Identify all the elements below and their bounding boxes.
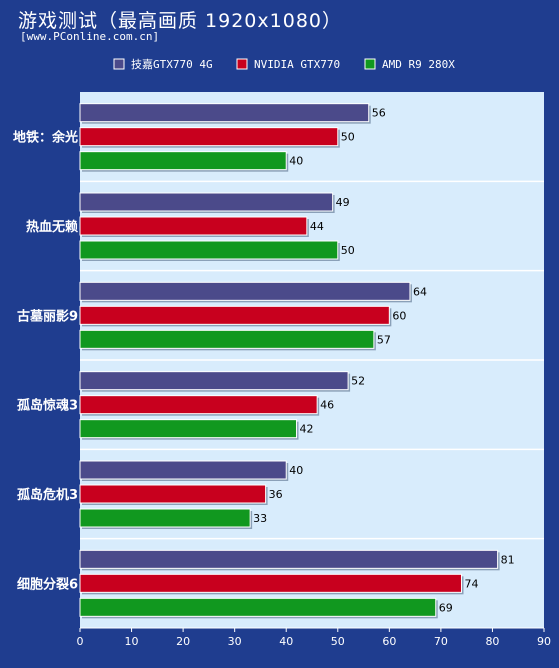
x-tick-label: 90 (537, 635, 551, 648)
bar (79, 127, 339, 147)
value-label: 60 (392, 309, 406, 322)
x-tick-label: 70 (434, 635, 448, 648)
x-axis: 0 10 20 30 40 50 60 70 80 90 (77, 627, 551, 648)
bar (79, 103, 370, 123)
value-label: 56 (372, 107, 386, 120)
bar (79, 305, 390, 325)
legend-label: AMD R9 280X (382, 58, 455, 71)
category-label: 热血无赖 (26, 219, 78, 235)
value-label: 33 (253, 512, 267, 525)
legend-item: NVIDIA GTX770 (236, 58, 340, 71)
legend-label: 技嘉GTX770 4G (131, 57, 213, 71)
source-url: [www.PConline.com.cn] (20, 30, 160, 43)
value-label: 50 (341, 131, 355, 144)
legend-swatch (113, 58, 125, 70)
value-label: 50 (341, 244, 355, 257)
value-label: 57 (377, 333, 391, 346)
value-label: 40 (289, 155, 303, 168)
bar (79, 484, 267, 504)
x-tick-label: 50 (331, 635, 345, 648)
category-separators (80, 180, 544, 540)
legend-label: NVIDIA GTX770 (254, 58, 340, 71)
bar (79, 508, 251, 528)
bar (79, 192, 334, 212)
bar (79, 329, 375, 349)
bar (79, 151, 287, 171)
value-label: 44 (310, 220, 324, 233)
bar (79, 597, 437, 617)
x-tick-label: 10 (125, 635, 139, 648)
bars (79, 103, 500, 619)
chart-title: 游戏测试（最高画质 1920x1080） (18, 10, 342, 32)
value-label: 46 (320, 399, 334, 412)
bar (79, 216, 308, 236)
x-tick-label: 40 (279, 635, 293, 648)
bar (79, 395, 318, 415)
value-label: 52 (351, 375, 365, 388)
x-tick-label: 20 (176, 635, 190, 648)
category-label: 古墓丽影9 (17, 308, 78, 324)
value-label: 74 (465, 577, 479, 590)
bar (79, 549, 499, 569)
category-label: 地铁：余光 (13, 130, 78, 146)
bar (79, 460, 287, 480)
value-label: 49 (336, 196, 350, 209)
bar (79, 573, 463, 593)
legend-swatch (236, 58, 248, 70)
legend: 技嘉GTX770 4G NVIDIA GTX770 AMD R9 280X (113, 57, 455, 71)
value-label: 42 (300, 423, 314, 436)
legend-item: 技嘉GTX770 4G (113, 57, 213, 71)
x-tick-label: 80 (485, 635, 499, 648)
value-label: 64 (413, 285, 427, 298)
bar (79, 371, 349, 391)
category-label: 孤岛惊魂3 (17, 398, 78, 414)
bar (79, 240, 339, 260)
x-tick-label: 30 (228, 635, 242, 648)
value-label: 69 (439, 601, 453, 614)
value-label: 81 (501, 553, 515, 566)
x-tick-label: 60 (382, 635, 396, 648)
value-label: 36 (269, 488, 283, 501)
legend-item: AMD R9 280X (364, 58, 455, 71)
value-label: 40 (289, 464, 303, 477)
bar (79, 281, 411, 301)
bar (79, 419, 298, 439)
x-tick-label: 0 (77, 635, 84, 648)
legend-swatch (364, 58, 376, 70)
category-label: 孤岛危机3 (17, 487, 78, 503)
category-label: 细胞分裂6 (17, 576, 78, 592)
